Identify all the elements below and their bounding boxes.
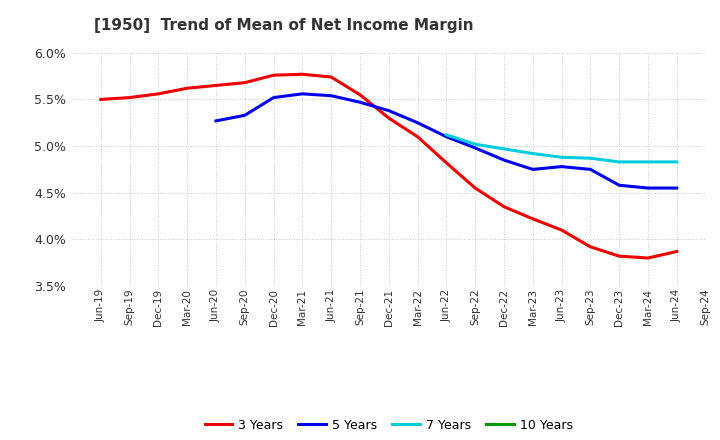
3 Years (240, 80, 249, 85)
3 Years (96, 97, 105, 102)
7 Years (442, 132, 451, 138)
5 Years (298, 91, 307, 96)
Line: 7 Years: 7 Years (446, 135, 677, 162)
3 Years (413, 134, 422, 139)
Text: [1950]  Trend of Mean of Net Income Margin: [1950] Trend of Mean of Net Income Margi… (94, 18, 473, 33)
7 Years (615, 159, 624, 165)
5 Years (356, 99, 364, 105)
7 Years (672, 159, 681, 165)
5 Years (212, 118, 220, 124)
5 Years (269, 95, 278, 100)
5 Years (384, 108, 393, 113)
3 Years (356, 92, 364, 97)
3 Years (327, 74, 336, 80)
5 Years (471, 145, 480, 150)
3 Years (586, 244, 595, 249)
3 Years (615, 253, 624, 259)
5 Years (586, 167, 595, 172)
Line: 3 Years: 3 Years (101, 74, 677, 258)
5 Years (442, 134, 451, 139)
3 Years (154, 91, 163, 96)
5 Years (327, 93, 336, 99)
3 Years (672, 249, 681, 254)
3 Years (500, 204, 508, 209)
5 Years (672, 185, 681, 191)
7 Years (557, 154, 566, 160)
5 Years (644, 185, 652, 191)
5 Years (240, 113, 249, 118)
3 Years (471, 185, 480, 191)
3 Years (298, 72, 307, 77)
5 Years (615, 183, 624, 188)
3 Years (125, 95, 134, 100)
5 Years (557, 164, 566, 169)
7 Years (500, 146, 508, 151)
3 Years (212, 83, 220, 88)
7 Years (528, 151, 537, 156)
5 Years (528, 167, 537, 172)
3 Years (269, 73, 278, 78)
Line: 5 Years: 5 Years (216, 94, 677, 188)
7 Years (586, 156, 595, 161)
Legend: 3 Years, 5 Years, 7 Years, 10 Years: 3 Years, 5 Years, 7 Years, 10 Years (199, 414, 578, 436)
3 Years (557, 227, 566, 233)
3 Years (528, 216, 537, 221)
5 Years (413, 120, 422, 125)
7 Years (471, 142, 480, 147)
3 Years (384, 115, 393, 121)
3 Years (644, 255, 652, 260)
5 Years (500, 158, 508, 163)
3 Years (183, 86, 192, 91)
3 Years (442, 160, 451, 165)
7 Years (644, 159, 652, 165)
